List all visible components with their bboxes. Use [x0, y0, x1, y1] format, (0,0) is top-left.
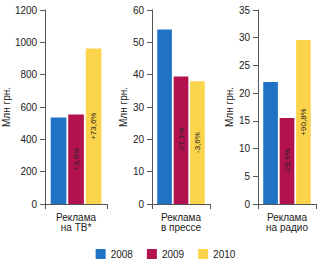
svg-text:50: 50	[133, 37, 145, 48]
svg-text:0: 0	[138, 199, 144, 210]
svg-text:15: 15	[239, 115, 251, 126]
svg-text:Реклама: Реклама	[266, 211, 308, 223]
svg-text:-27,1%: -27,1%	[177, 128, 186, 153]
svg-text:2009: 2009	[162, 249, 185, 260]
svg-text:-3,6%: -3,6%	[193, 132, 202, 153]
svg-text:+90,8%: +90,8%	[299, 108, 308, 135]
svg-text:0: 0	[32, 199, 38, 210]
svg-text:30: 30	[133, 102, 145, 113]
svg-text:2010: 2010	[213, 249, 236, 260]
svg-text:Млн грн.: Млн грн.	[118, 87, 129, 127]
svg-text:1200: 1200	[15, 5, 38, 16]
svg-text:на радио: на радио	[266, 222, 308, 233]
svg-text:Реклама: Реклама	[160, 211, 202, 223]
svg-text:Млн грн.: Млн грн.	[1, 87, 12, 127]
svg-text:0: 0	[244, 199, 250, 210]
svg-text:2008: 2008	[111, 249, 134, 260]
svg-text:20: 20	[133, 134, 145, 145]
svg-text:10: 10	[133, 166, 145, 177]
svg-text:+3,6%: +3,6%	[72, 148, 81, 171]
svg-text:10: 10	[239, 143, 251, 154]
svg-text:40: 40	[133, 69, 145, 80]
svg-text:5: 5	[244, 171, 250, 182]
svg-text:20: 20	[239, 88, 251, 99]
svg-text:800: 800	[20, 69, 37, 80]
svg-text:на ТВ*: на ТВ*	[61, 222, 92, 233]
svg-text:-29,5%: -29,5%	[283, 148, 292, 173]
svg-text:600: 600	[20, 102, 37, 113]
svg-text:30: 30	[239, 32, 251, 43]
svg-text:+73,6%: +73,6%	[89, 113, 98, 140]
svg-text:Реклама: Реклама	[56, 211, 97, 223]
svg-text:400: 400	[20, 134, 37, 145]
svg-text:Млн грн.: Млн грн.	[224, 87, 235, 127]
svg-text:1000: 1000	[15, 37, 38, 48]
svg-text:25: 25	[239, 60, 251, 71]
svg-text:в прессе: в прессе	[161, 222, 202, 233]
svg-text:200: 200	[20, 166, 37, 177]
svg-text:60: 60	[133, 5, 145, 16]
svg-text:35: 35	[239, 5, 251, 16]
